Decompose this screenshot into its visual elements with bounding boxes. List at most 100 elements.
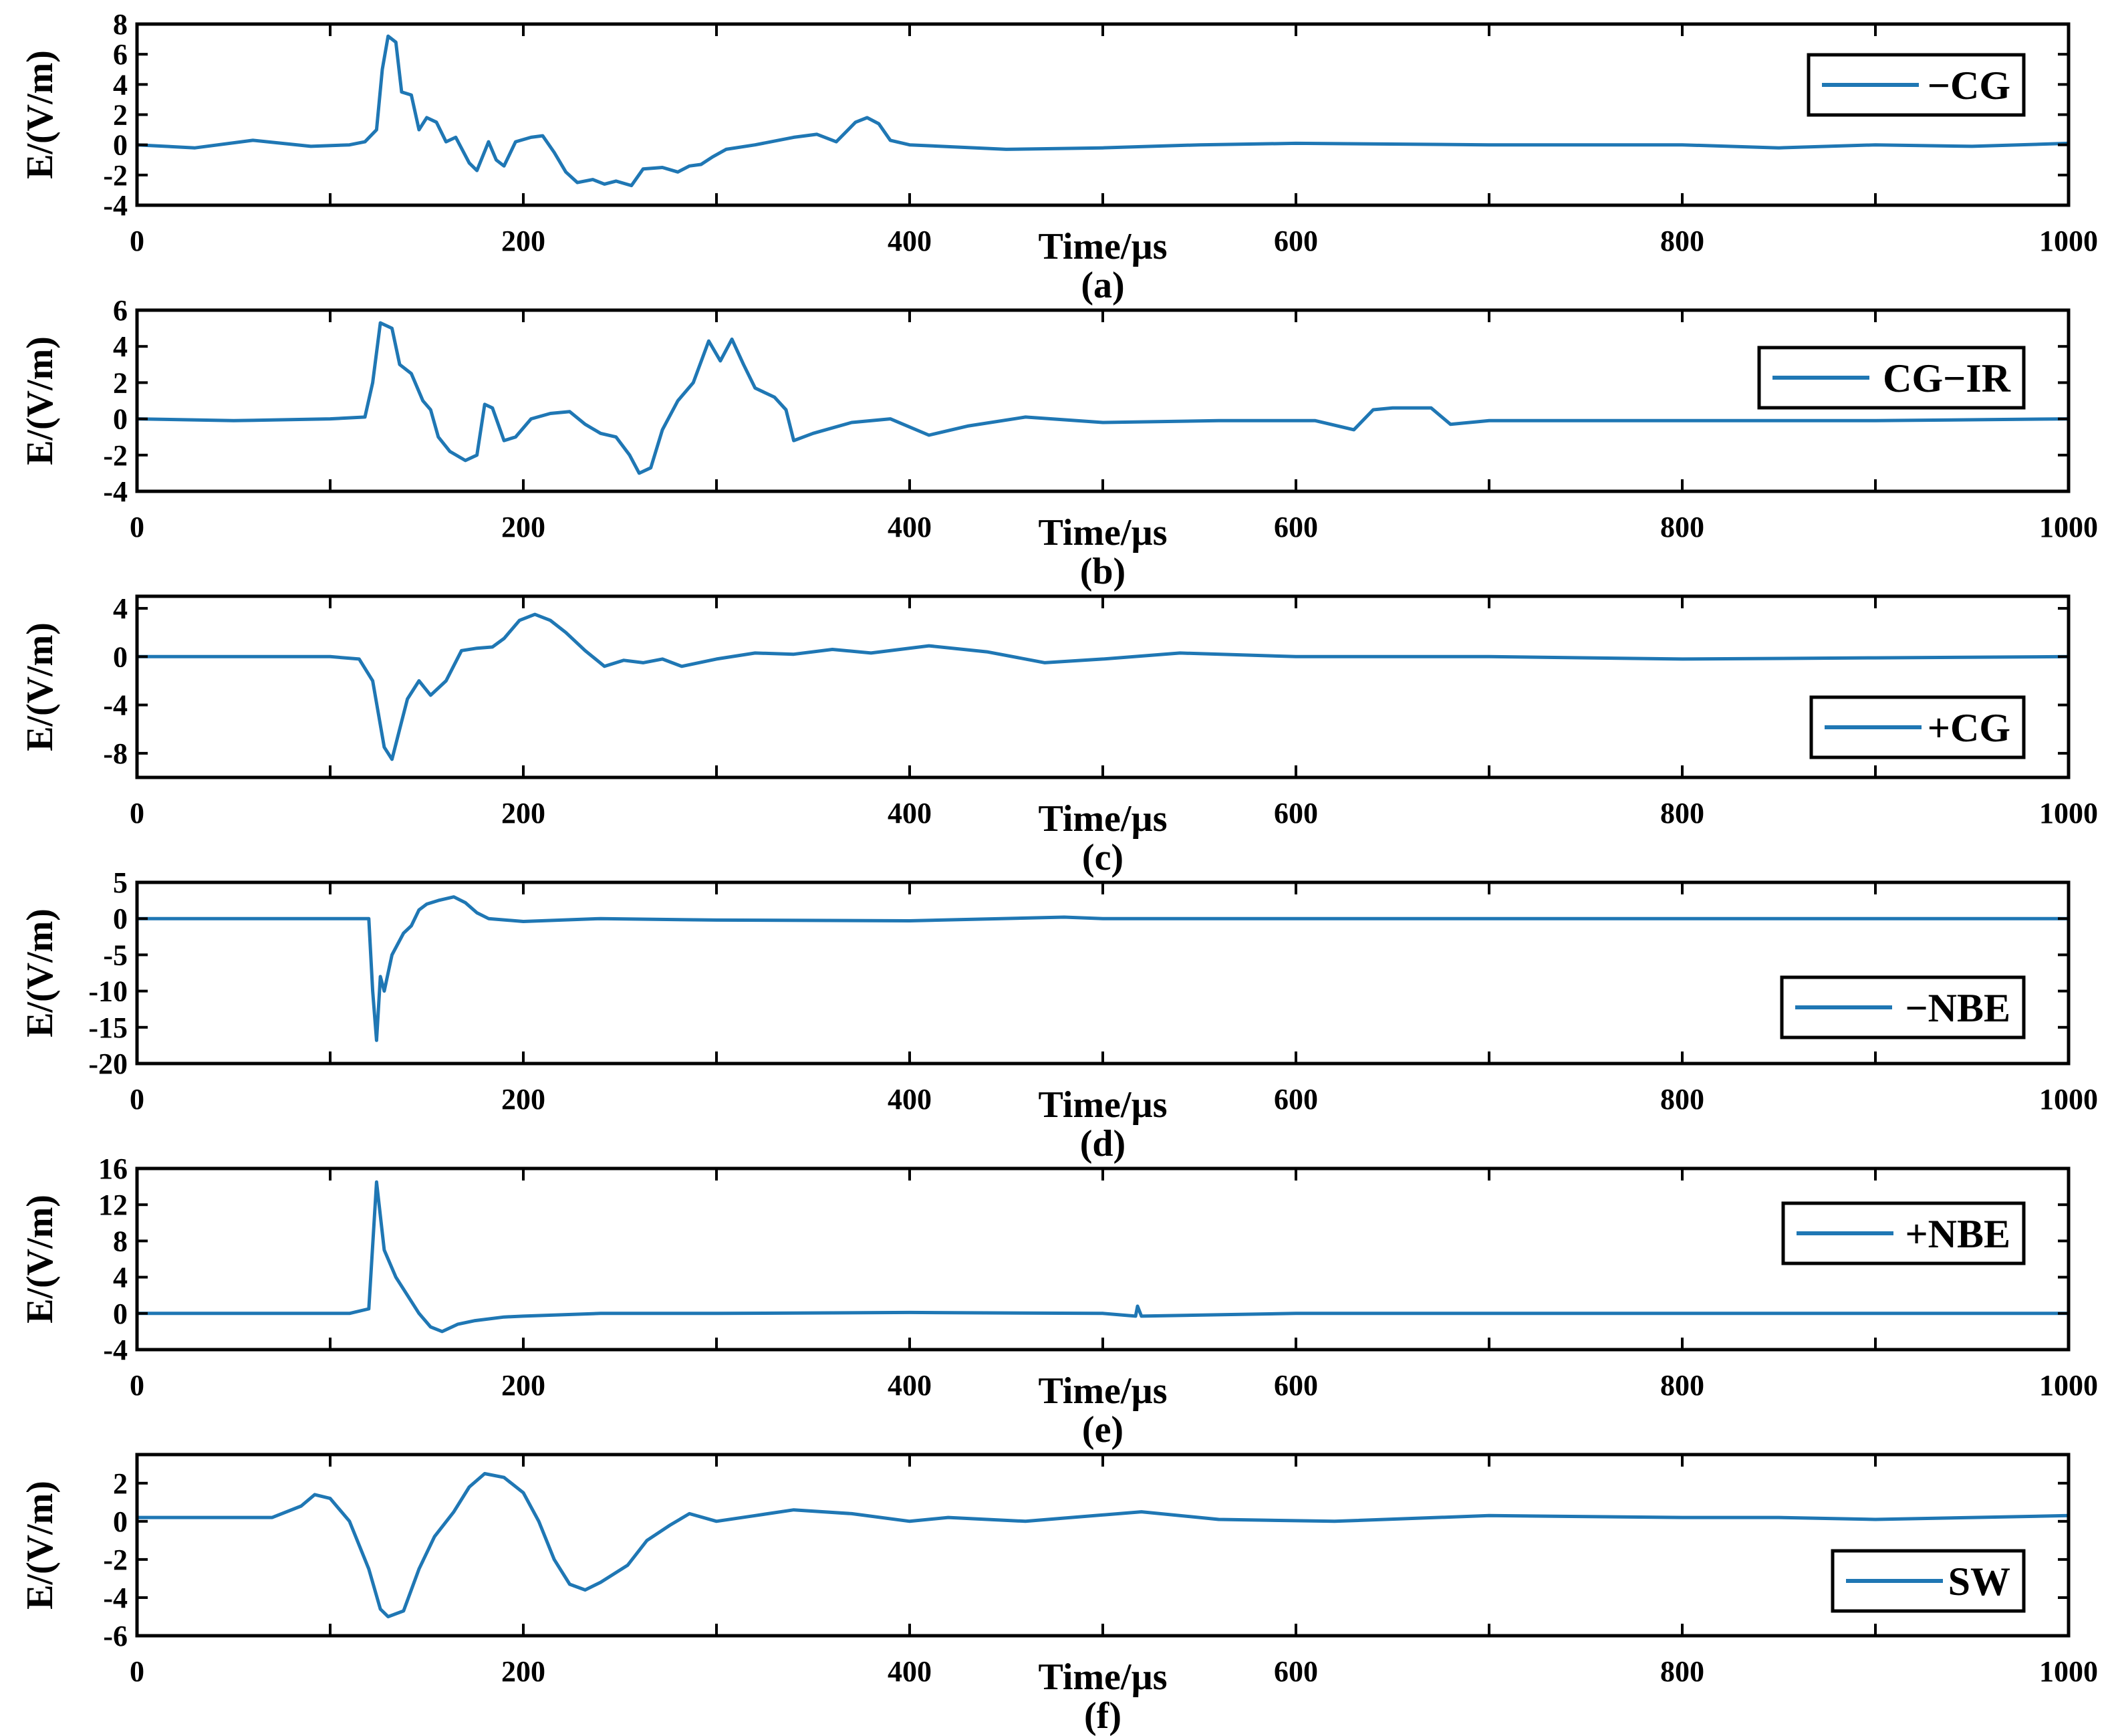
x-tick-label: 800 — [1660, 511, 1704, 543]
x-tick-label: 0 — [130, 225, 144, 257]
x-axis-label: Time/µs — [1038, 1656, 1167, 1698]
series-line — [135, 1472, 2071, 1618]
y-axis-label: E/(V/m) — [19, 50, 61, 179]
legend-label: +CG — [1928, 706, 2010, 750]
y-axis-label: E/(V/m) — [19, 1481, 61, 1610]
y-tick-label: -20 — [88, 1047, 128, 1080]
legend-label: −CG — [1928, 64, 2010, 108]
series-line — [135, 895, 2071, 1042]
y-tick-label: -4 — [103, 1334, 128, 1366]
x-tick-label: 200 — [501, 1083, 545, 1116]
x-axis-label: Time/µs — [1038, 226, 1167, 267]
y-tick-label: 16 — [98, 1152, 128, 1185]
y-tick-label: 4 — [113, 68, 128, 101]
panel-label: (d) — [1080, 1123, 1126, 1164]
x-tick-label: 1000 — [2039, 1369, 2098, 1402]
chart-panel-1: 0 200 400 600 800 1000-4-202468E/(V/m)Time/µs… — [19, 8, 2098, 306]
plot-frame — [135, 1453, 2071, 1638]
y-tick-label: 5 — [113, 866, 128, 899]
legend: +NBE — [1781, 1201, 2026, 1265]
panel-label: (e) — [1082, 1409, 1124, 1451]
y-tick-label: -15 — [88, 1011, 128, 1044]
y-axis-label: E/(V/m) — [19, 622, 61, 751]
x-tick-label: 800 — [1660, 225, 1704, 257]
x-tick-label: 800 — [1660, 1369, 1704, 1402]
y-tick-label: 8 — [113, 8, 128, 41]
x-tick-label: 800 — [1660, 1655, 1704, 1688]
panel-label: (a) — [1081, 265, 1124, 306]
y-tick-label: 2 — [113, 99, 128, 132]
x-tick-label: 0 — [130, 511, 144, 543]
plot-frame — [135, 594, 2071, 779]
y-tick-label: 0 — [113, 1505, 128, 1538]
y-tick-label: 6 — [113, 38, 128, 71]
x-tick-label: 600 — [1274, 1655, 1318, 1688]
plot-frame — [135, 22, 2071, 207]
legend: −CG — [1807, 53, 2026, 117]
y-axis-label: E/(V/m) — [19, 336, 61, 465]
legend-label: SW — [1948, 1560, 2010, 1604]
x-tick-label: 800 — [1660, 797, 1704, 830]
x-axis-label: Time/µs — [1038, 798, 1167, 840]
y-axis-label: E/(V/m) — [19, 1195, 61, 1324]
legend-label: +NBE — [1905, 1212, 2010, 1256]
y-tick-label: -4 — [103, 689, 128, 722]
x-tick-label: 400 — [888, 1369, 932, 1402]
x-tick-label: 400 — [888, 225, 932, 257]
chart-panel-2: 0 200 400 600 800 1000-4-20246E/(V/m)Time/µs(… — [19, 294, 2098, 592]
legend: +CG — [1809, 695, 2026, 759]
legend-label: −NBE — [1905, 986, 2010, 1030]
y-tick-label: 2 — [113, 366, 128, 399]
y-tick-label: 0 — [113, 129, 128, 162]
chart-panel-3: 0 200 400 600 800 1000 -8 -4 0 4 E/(V/m) Time/µs(c)… — [19, 592, 2098, 878]
x-tick-label: 1000 — [2039, 797, 2098, 830]
y-tick-label: -2 — [103, 159, 128, 192]
x-axis-label: Time/µs — [1038, 512, 1167, 553]
y-tick-label: 0 — [113, 902, 128, 935]
x-tick-label: 1000 — [2039, 1655, 2098, 1688]
y-tick-label: -4 — [103, 1582, 128, 1614]
x-tick-label: 400 — [888, 511, 932, 543]
y-tick-label: 2 — [113, 1467, 128, 1500]
legend: SW — [1831, 1549, 2026, 1613]
legend: CG−IR — [1757, 346, 2026, 410]
x-tick-label: 1000 — [2039, 511, 2098, 543]
x-tick-label: 0 — [130, 1655, 144, 1688]
y-tick-label: 4 — [113, 330, 128, 363]
x-tick-label: 200 — [501, 225, 545, 257]
x-tick-label: 600 — [1274, 511, 1318, 543]
y-tick-label: 0 — [113, 640, 128, 673]
panel-label: (f) — [1084, 1695, 1122, 1736]
chart-panel-4: 0 200 400 600 800 1000-20-15-10-505E/(V/m)Tim… — [19, 866, 2098, 1164]
series-line — [135, 1180, 2071, 1334]
x-tick-label: 200 — [501, 797, 545, 830]
plot-frame — [135, 880, 2071, 1066]
x-tick-label: 600 — [1274, 797, 1318, 830]
x-tick-label: 200 — [501, 511, 545, 543]
x-tick-label: 600 — [1274, 225, 1318, 257]
x-tick-label: 0 — [130, 1083, 144, 1116]
y-tick-label: -8 — [103, 737, 128, 770]
y-tick-label: -6 — [103, 1620, 128, 1652]
y-axis-label: E/(V/m) — [19, 908, 61, 1037]
x-axis-label: Time/µs — [1038, 1084, 1167, 1126]
y-tick-label: -2 — [103, 1543, 128, 1576]
legend: −NBE — [1780, 975, 2026, 1039]
x-tick-label: 200 — [501, 1369, 545, 1402]
x-tick-label: 0 — [130, 1369, 144, 1402]
x-tick-label: 600 — [1274, 1083, 1318, 1116]
y-tick-label: 12 — [98, 1189, 128, 1221]
x-tick-label: 800 — [1660, 1083, 1704, 1116]
y-tick-label: 8 — [113, 1225, 128, 1257]
y-tick-label: 0 — [113, 403, 128, 436]
x-tick-label: 400 — [888, 797, 932, 830]
x-axis-label: Time/µs — [1038, 1370, 1167, 1412]
panel-label: (b) — [1080, 551, 1126, 592]
x-tick-label: 400 — [888, 1083, 932, 1116]
y-tick-label: -2 — [103, 439, 128, 472]
y-tick-label: -5 — [103, 939, 128, 971]
y-tick-label: 4 — [113, 1261, 128, 1294]
y-tick-label: 0 — [113, 1297, 128, 1330]
series-line — [135, 34, 2071, 188]
